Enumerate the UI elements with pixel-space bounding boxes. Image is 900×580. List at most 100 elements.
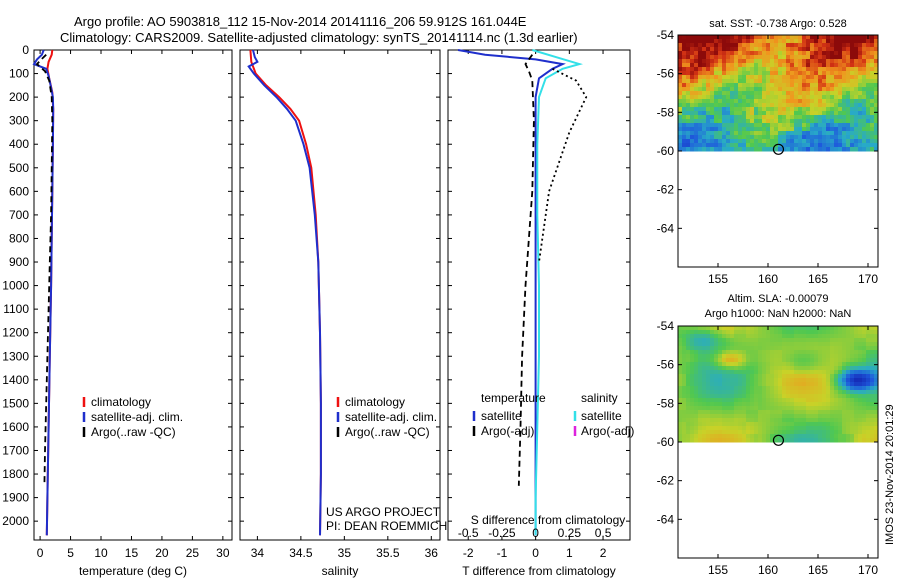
map-cell [866, 107, 871, 112]
map-cell [766, 354, 771, 359]
map-cell [838, 334, 843, 339]
map-cell [678, 354, 683, 359]
map-cell [834, 398, 839, 403]
map-cell [842, 414, 847, 419]
map-cell [810, 382, 815, 387]
map-cell [810, 338, 815, 343]
map-cell [850, 354, 855, 359]
map-cell [810, 326, 815, 331]
map-cell [786, 422, 791, 427]
map-cell [754, 95, 759, 100]
map-cell [718, 410, 723, 415]
map-cell [874, 418, 879, 423]
map-cell [690, 127, 695, 132]
lon-tick-label: 165 [808, 272, 828, 286]
map-cell [706, 350, 711, 355]
map-cell [714, 386, 719, 391]
map-cell [838, 103, 843, 108]
map-cell [734, 115, 739, 120]
map-cell [806, 342, 811, 347]
map-cell [682, 127, 687, 132]
map-cell [774, 390, 779, 395]
map-cell [722, 386, 727, 391]
map-cell [794, 35, 799, 40]
map-cell [802, 434, 807, 439]
map-cell [794, 43, 799, 48]
map-cell [798, 438, 803, 443]
map-cell [786, 438, 791, 443]
map-cell [726, 326, 731, 331]
map-cell [818, 386, 823, 391]
map-cell [854, 406, 859, 411]
map-cell [802, 438, 807, 443]
map-cell [858, 55, 863, 60]
map-cell [834, 370, 839, 375]
map-cell [682, 406, 687, 411]
map-cell [738, 35, 743, 40]
map-cell [690, 83, 695, 88]
map-cell [678, 103, 683, 108]
map-cell [790, 39, 795, 44]
map-cell [714, 115, 719, 120]
map-cell [706, 51, 711, 56]
map-cell [786, 350, 791, 355]
map-cell [722, 135, 727, 140]
map-cell [750, 43, 755, 48]
map-cell [822, 418, 827, 423]
map-cell [802, 374, 807, 379]
map-cell [814, 135, 819, 140]
map-cell [798, 47, 803, 52]
map-cell [874, 414, 879, 419]
map-cell [806, 43, 811, 48]
map-cell [714, 326, 719, 331]
map-cell [714, 438, 719, 443]
map-cell [818, 71, 823, 76]
map-cell [682, 43, 687, 48]
map-cell [678, 430, 683, 435]
map-cell [770, 71, 775, 76]
map-cell [794, 362, 799, 367]
map-cell [790, 55, 795, 60]
map-cell [774, 123, 779, 128]
map-cell [786, 95, 791, 100]
map-cell [874, 131, 879, 136]
map-cell [758, 338, 763, 343]
map-cell [766, 55, 771, 60]
map-cell [782, 394, 787, 399]
map-cell [846, 434, 851, 439]
map-cell [830, 338, 835, 343]
map-cell [710, 366, 715, 371]
map-cell [834, 434, 839, 439]
map-cell [806, 350, 811, 355]
map-cell [814, 350, 819, 355]
map-cell [794, 71, 799, 76]
map-cell [762, 143, 767, 148]
map-cell [838, 87, 843, 92]
map-cell [682, 147, 687, 152]
map-cell [678, 39, 683, 44]
map-cell [790, 79, 795, 84]
map-cell [838, 43, 843, 48]
map-cell [838, 83, 843, 88]
x-tick-label: -2 [463, 546, 474, 560]
map-cell [714, 79, 719, 84]
map-cell [794, 402, 799, 407]
map-cell [778, 111, 783, 116]
map-cell [790, 83, 795, 88]
depth-tick-label: 200 [9, 90, 29, 104]
map-cell [830, 103, 835, 108]
map-cell [854, 346, 859, 351]
map-cell [734, 83, 739, 88]
map-cell [770, 139, 775, 144]
map-cell [870, 115, 875, 120]
map-cell [770, 390, 775, 395]
lat-tick-label: -60 [657, 435, 675, 449]
sla-map-subtitle: Argo h1000: NaN h2000: NaN [705, 308, 852, 320]
map-cell [814, 107, 819, 112]
map-cell [730, 79, 735, 84]
map-cell [858, 346, 863, 351]
map-cell [866, 99, 871, 104]
map-cell [798, 35, 803, 40]
map-cell [738, 338, 743, 343]
map-cell [722, 43, 727, 48]
